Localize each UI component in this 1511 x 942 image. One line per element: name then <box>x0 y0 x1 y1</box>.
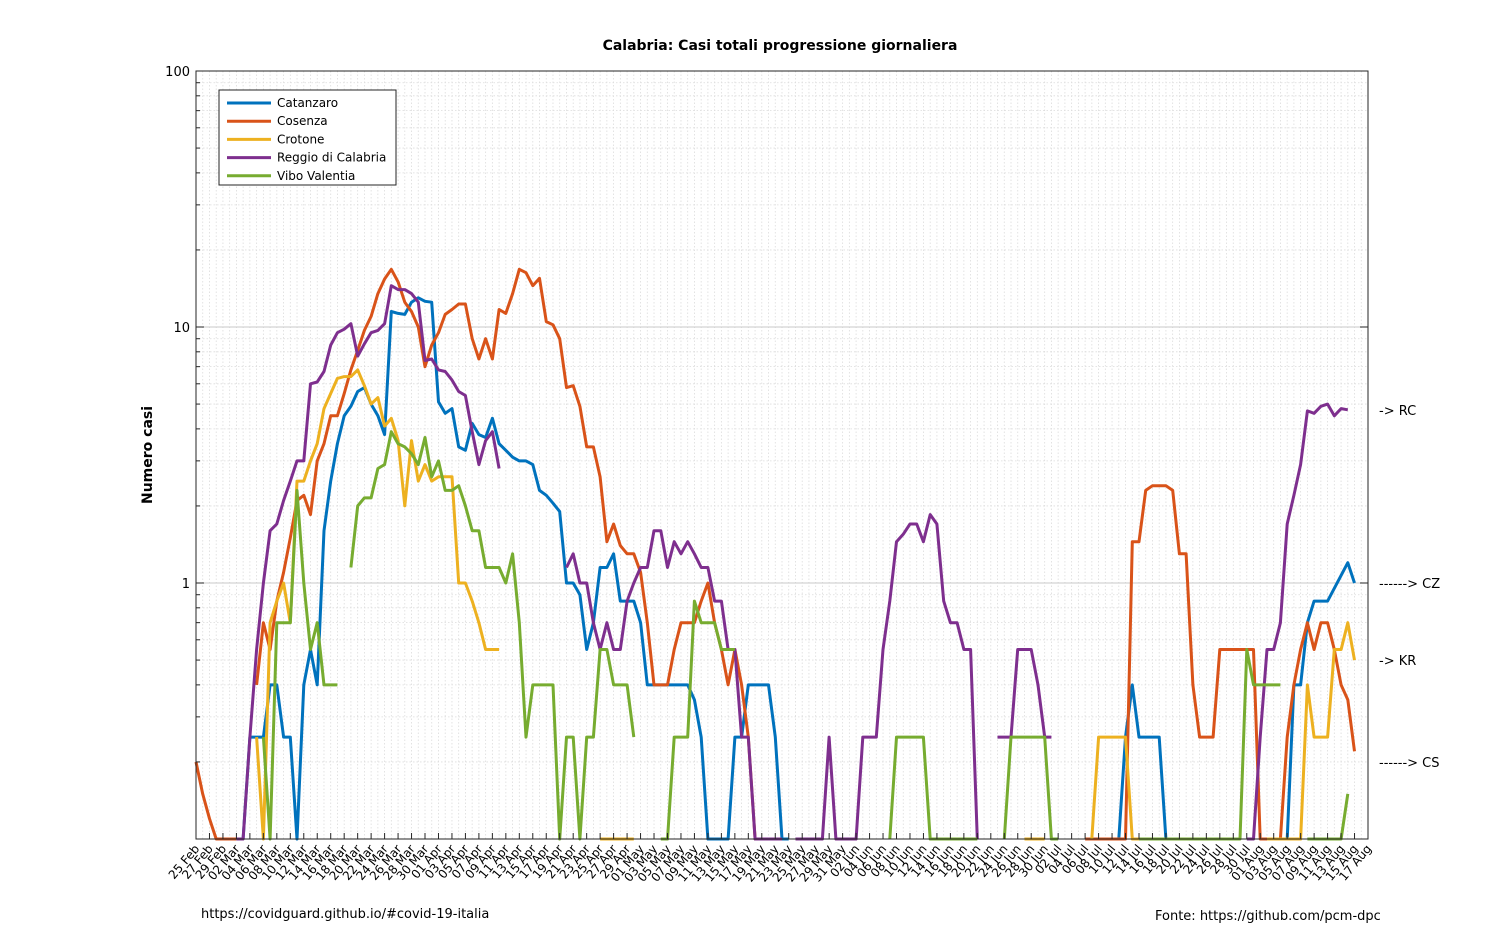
plot-background <box>196 71 1368 839</box>
series-line-segment <box>255 267 776 841</box>
legend-item: Crotone <box>227 132 324 146</box>
footer-source-right: Fonte: https://github.com/pcm-dpc <box>1155 909 1381 924</box>
end-annotation: ------> CS <box>1379 756 1440 771</box>
axes <box>195 70 1369 840</box>
legend-label: Reggio di Calabria <box>277 151 386 165</box>
axes-box <box>195 70 1369 840</box>
y-tick-label: 1 <box>182 577 190 592</box>
y-tick-label: 100 <box>165 65 190 80</box>
chart-title: Calabria: Casi totali progressione giorn… <box>603 38 958 54</box>
series-line-segment <box>261 488 338 841</box>
minor-grid <box>195 71 1369 839</box>
end-annotation: -> RC <box>1379 404 1416 419</box>
legend: Catanzaro Cosenza Crotone Reggio di Calabri… <box>218 89 397 186</box>
series-line-segment <box>1085 484 1267 841</box>
y-tick-label: 10 <box>173 321 190 336</box>
legend-item: Cosenza <box>227 114 328 128</box>
legend-label: Vibo Valentia <box>277 169 355 183</box>
end-annotation: ------> CZ <box>1379 577 1440 592</box>
series-vibo-valentia <box>261 430 1350 841</box>
series-line-segment <box>1267 621 1356 841</box>
legend-item: Catanzaro <box>227 96 338 110</box>
legend-label: Catanzaro <box>277 96 338 110</box>
series-line-segment <box>349 430 636 841</box>
end-annotation: -> KR <box>1379 654 1416 669</box>
legend-box <box>218 89 397 186</box>
series-line-segment <box>1278 621 1356 840</box>
y-tick-labels: 1 10 100 <box>165 65 190 592</box>
legend-item: Reggio di Calabria <box>227 151 386 165</box>
series-line-segment <box>236 284 501 841</box>
legend-label: Cosenza <box>277 114 328 128</box>
plot-area <box>196 71 1368 839</box>
legend-label: Crotone <box>277 132 324 146</box>
legend-item: Vibo Valentia <box>227 169 355 183</box>
y-axis-label: Numero casi <box>140 406 156 504</box>
end-annotations: -> RC ------> CZ -> KR ------> CS <box>1379 404 1440 771</box>
series-line-segment <box>1246 402 1349 841</box>
series-layer <box>194 267 1356 841</box>
footer-source-left: https://covidguard.github.io/#covid-19-i… <box>201 907 490 922</box>
series-line-segment <box>660 599 735 841</box>
